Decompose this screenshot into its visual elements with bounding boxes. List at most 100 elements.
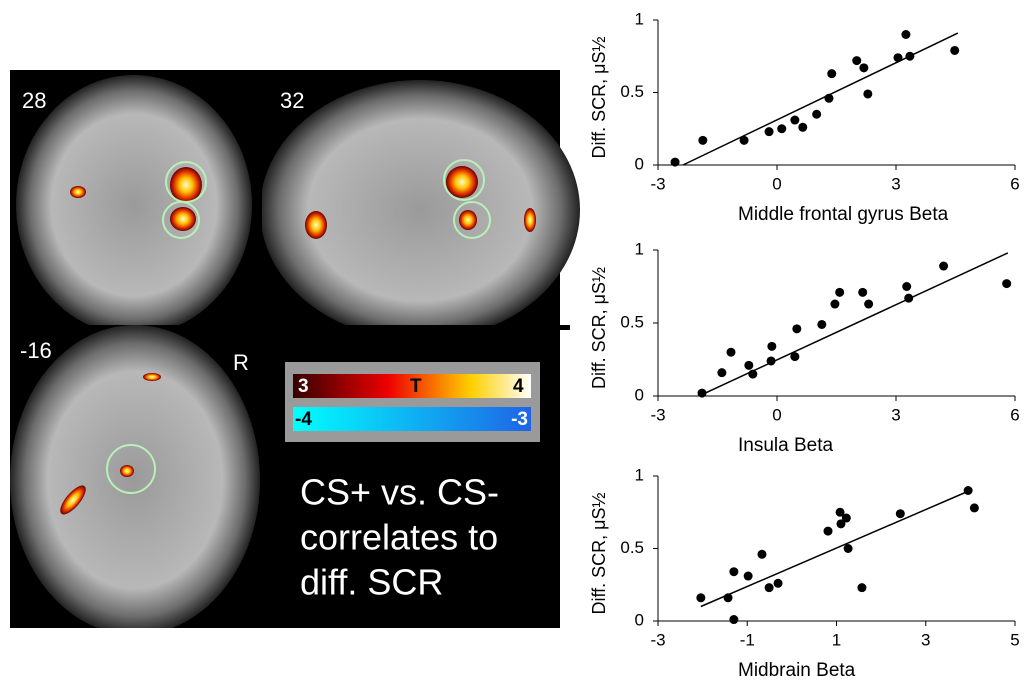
point xyxy=(857,583,866,592)
point xyxy=(757,550,766,559)
point xyxy=(792,324,801,333)
point xyxy=(744,361,753,370)
y-tick-label: 1 xyxy=(635,465,644,484)
slice-label: -16 xyxy=(20,338,52,363)
point xyxy=(744,572,753,581)
scatter-chart: 00.51-3036Insula BetaDiff. SCR, μS½ xyxy=(589,239,1020,456)
brain-panel: 28 32 -16 R 3 T 4 -4 -3 CS+ vs. CS- corr… xyxy=(10,70,580,638)
point xyxy=(798,123,807,132)
point xyxy=(896,509,905,518)
colorbar-label: T xyxy=(410,376,422,397)
trendline xyxy=(701,491,970,607)
caption-line: CS+ vs. CS- xyxy=(300,472,499,513)
x-tick-label: -1 xyxy=(740,630,755,649)
x-tick-label: 6 xyxy=(1010,174,1019,193)
point xyxy=(790,116,799,125)
colorbar-label: 4 xyxy=(513,376,524,397)
activation xyxy=(459,210,477,230)
x-tick-label: 5 xyxy=(1010,630,1019,649)
colorbar-label: 3 xyxy=(298,376,309,397)
point xyxy=(698,136,707,145)
point xyxy=(859,63,868,72)
x-tick-label: 6 xyxy=(1010,405,1019,424)
point xyxy=(824,527,833,536)
point xyxy=(748,370,757,379)
x-tick-label: 3 xyxy=(891,174,900,193)
x-tick-label: -3 xyxy=(650,405,665,424)
point xyxy=(717,368,726,377)
activation xyxy=(120,465,134,477)
x-axis-label: Insula Beta xyxy=(738,435,833,456)
slice-label: 28 xyxy=(22,88,46,113)
point xyxy=(842,514,851,523)
point xyxy=(858,288,867,297)
x-tick-label: 1 xyxy=(832,630,841,649)
point xyxy=(964,486,973,495)
x-axis-label: Midbrain Beta xyxy=(738,660,856,681)
y-tick-label: 1 xyxy=(635,9,644,28)
point xyxy=(726,348,735,357)
coronal-slice xyxy=(16,75,252,335)
activation xyxy=(170,207,196,231)
y-tick-label: 0 xyxy=(635,154,644,173)
point xyxy=(1002,279,1011,288)
x-tick-label: -3 xyxy=(650,174,665,193)
colorbar-label: -3 xyxy=(511,409,528,430)
point xyxy=(729,615,738,624)
point xyxy=(777,124,786,133)
point xyxy=(765,583,774,592)
trendline xyxy=(702,253,1008,395)
margin xyxy=(10,628,570,638)
activation xyxy=(524,208,536,232)
activation xyxy=(143,373,161,381)
point xyxy=(790,352,799,361)
point xyxy=(902,282,911,291)
x-tick-label: 0 xyxy=(772,405,781,424)
trendline xyxy=(683,33,958,165)
caption-line: correlates to xyxy=(300,517,498,558)
point xyxy=(893,53,902,62)
y-axis-label: Diff. SCR, μS½ xyxy=(589,492,609,614)
slice-label: 32 xyxy=(280,88,304,113)
point xyxy=(729,567,738,576)
point xyxy=(740,136,749,145)
point xyxy=(724,593,733,602)
y-tick-label: 0.5 xyxy=(620,312,644,331)
point xyxy=(765,127,774,136)
scatter-chart: 0 0.5 1 -3 -1 1 3 5 Midbrain Beta Diff. SCR, μS½ xyxy=(589,465,1020,681)
y-tick-label: 1 xyxy=(635,239,644,258)
point xyxy=(774,579,783,588)
activation xyxy=(305,211,327,239)
point xyxy=(863,89,872,98)
activation xyxy=(70,186,86,198)
x-tick-label: 0 xyxy=(772,174,781,193)
point xyxy=(812,110,821,119)
y-axis-label: Diff. SCR, μS½ xyxy=(589,36,609,158)
activation xyxy=(446,166,478,198)
point xyxy=(767,342,776,351)
point xyxy=(767,356,776,365)
x-tick-label: 3 xyxy=(891,405,900,424)
orientation-label: R xyxy=(233,350,249,375)
point xyxy=(817,320,826,329)
point xyxy=(844,544,853,553)
y-tick-label: 0.5 xyxy=(620,538,644,557)
colorbar-label: -4 xyxy=(295,409,312,430)
caption-line: diff. SCR xyxy=(300,562,443,603)
axial-slice xyxy=(10,325,260,635)
point xyxy=(970,503,979,512)
point xyxy=(864,300,873,309)
point xyxy=(852,56,861,65)
point xyxy=(696,593,705,602)
point xyxy=(901,30,910,39)
point xyxy=(824,94,833,103)
point xyxy=(904,294,913,303)
x-axis-label: Middle frontal gyrus Beta xyxy=(738,204,949,225)
y-axis-label: Diff. SCR, μS½ xyxy=(589,267,609,389)
divider xyxy=(258,70,262,330)
y-tick-label: 0 xyxy=(635,610,644,629)
x-tick-label: -3 xyxy=(650,630,665,649)
x-tick-label: 3 xyxy=(921,630,930,649)
figure: 28 32 -16 R 3 T 4 -4 -3 CS+ vs. CS- corr… xyxy=(0,0,1025,686)
